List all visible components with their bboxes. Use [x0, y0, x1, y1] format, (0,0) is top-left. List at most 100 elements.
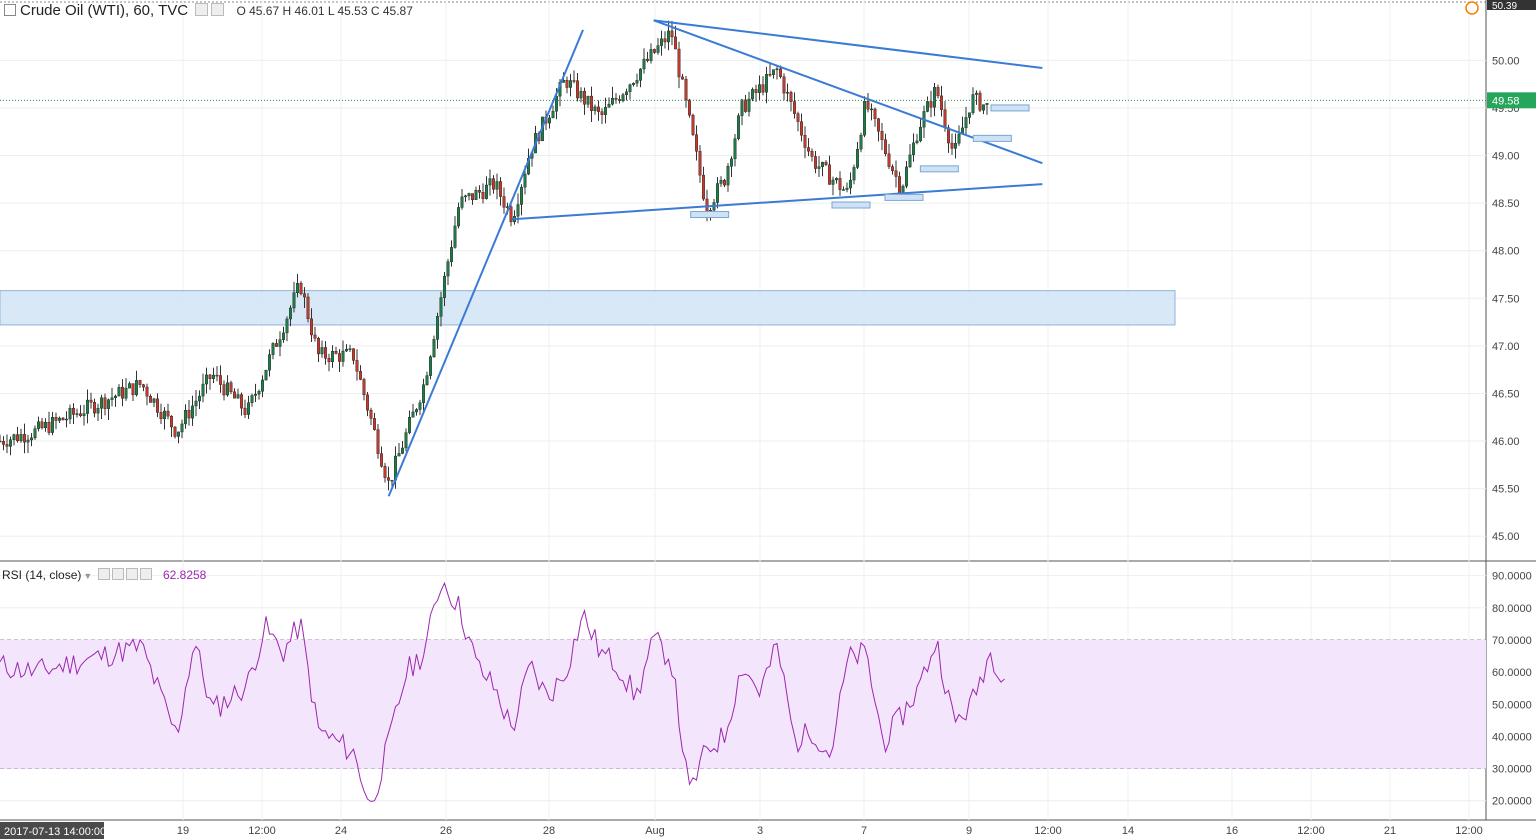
candle-body — [453, 225, 457, 248]
candle-body — [775, 68, 779, 71]
candle-body — [320, 347, 324, 355]
candle-body — [225, 382, 229, 396]
price-tick-label: 45.00 — [1492, 531, 1520, 543]
candle-body — [2, 440, 5, 445]
candle-body — [334, 351, 338, 354]
candle-body — [852, 167, 856, 181]
candle-body — [495, 181, 499, 190]
candle-body — [26, 439, 30, 443]
candle-body — [814, 156, 818, 169]
candle-body — [726, 166, 730, 186]
candle-body — [579, 90, 583, 99]
candle-body — [551, 111, 555, 119]
candle-body — [730, 158, 734, 167]
collapse-icon[interactable] — [4, 4, 16, 16]
candle-body — [373, 418, 377, 430]
candle-body — [859, 134, 863, 150]
candle-body — [51, 417, 55, 433]
candle-body — [870, 108, 874, 111]
candle-body — [628, 84, 632, 93]
hide-icon[interactable] — [211, 3, 225, 16]
time-tick-label: 24 — [335, 825, 347, 837]
low-label: L — [327, 4, 335, 18]
candle-body — [821, 161, 825, 167]
candle-body — [548, 117, 552, 124]
candle-body — [835, 178, 839, 181]
candle-body — [604, 107, 608, 115]
candle-body — [37, 421, 41, 429]
candle-body — [845, 187, 849, 190]
candle-body — [162, 410, 166, 420]
candle-body — [569, 80, 573, 88]
candle-body — [47, 422, 51, 433]
candle-body — [772, 69, 776, 75]
candle-body — [691, 114, 695, 135]
candle-body — [751, 89, 755, 100]
candle-body — [674, 36, 678, 50]
candle-body — [856, 148, 860, 168]
candle-body — [880, 131, 884, 140]
candle-body — [768, 73, 772, 76]
candle-body — [250, 395, 254, 403]
symbol-title[interactable]: Crude Oil (WTI), 60, TVC — [20, 2, 189, 19]
candle-body — [891, 166, 895, 171]
rsi-close-icon[interactable] — [139, 568, 152, 580]
candle-body — [183, 410, 187, 425]
candle-body — [653, 49, 657, 53]
candle-body — [828, 164, 832, 185]
candle-body — [782, 76, 786, 94]
candle-body — [299, 283, 303, 294]
rsi-add-icon[interactable] — [125, 568, 138, 580]
candle-body — [120, 386, 124, 399]
candle-body — [793, 101, 797, 114]
rsi-tick-label: 20.0000 — [1492, 796, 1532, 808]
candle-body — [499, 181, 503, 197]
settings-icon[interactable] — [195, 3, 209, 16]
candle-body — [5, 444, 9, 447]
candle-body — [40, 421, 44, 428]
support-marker — [990, 104, 1030, 112]
candle-body — [789, 92, 793, 102]
candle-body — [971, 94, 975, 113]
candle-body — [565, 80, 569, 88]
candle-body — [341, 350, 345, 362]
candle-body — [747, 98, 751, 112]
time-tick-label: 16 — [1226, 825, 1238, 837]
candle-body — [523, 173, 527, 188]
rsi-title[interactable]: RSI (14, close) — [2, 568, 82, 582]
candle-body — [681, 76, 685, 80]
candle-body — [807, 147, 811, 152]
candle-body — [968, 112, 972, 118]
candle-body — [716, 183, 720, 203]
candle-body — [436, 316, 440, 340]
candle-body — [719, 179, 723, 184]
candle-body — [488, 178, 492, 186]
price-tick-label: 49.00 — [1492, 151, 1520, 163]
candle-body — [957, 133, 961, 144]
candle-body — [268, 354, 272, 371]
candle-body — [187, 410, 191, 419]
candle-body — [502, 196, 506, 208]
chevron-down-icon[interactable]: ▼ — [83, 571, 93, 581]
price-tick-label: 46.50 — [1492, 388, 1520, 400]
candle-body — [331, 351, 335, 363]
candle-body — [275, 343, 279, 347]
rsi-settings-icon[interactable] — [97, 568, 110, 580]
resistance-zone — [0, 290, 1176, 326]
price-tick-label: 48.50 — [1492, 198, 1520, 210]
support-marker — [884, 193, 924, 201]
candle-body — [439, 297, 443, 317]
price-tick-label: 45.50 — [1492, 484, 1520, 496]
candle-body — [464, 195, 468, 198]
candle-body — [169, 415, 173, 428]
candle-body — [429, 356, 433, 376]
candle-body — [348, 348, 352, 350]
rsi-tick-label: 40.0000 — [1492, 731, 1532, 743]
candle-body — [148, 395, 152, 403]
candle-body — [152, 398, 156, 403]
rsi-format-icon[interactable] — [111, 568, 124, 580]
candle-body — [197, 395, 201, 402]
candle-body — [411, 411, 415, 418]
candle-body — [929, 101, 933, 108]
